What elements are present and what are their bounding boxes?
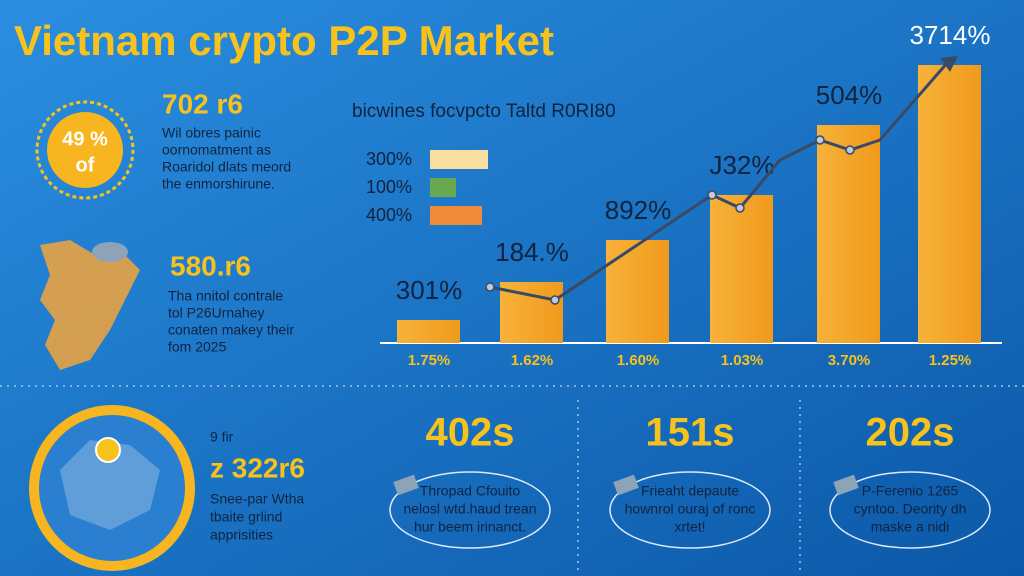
trend-point [735, 203, 745, 213]
card-text: Frieaht depaute [641, 483, 739, 499]
bar-bottom-label: 1.25% [929, 352, 972, 369]
trend-point [815, 135, 825, 145]
bar-bottom-label: 3.70% [828, 352, 871, 369]
map-kicker: 9 fir [210, 429, 234, 445]
stat-value: 702 r6 [162, 88, 243, 119]
bar-top-label: 301% [396, 275, 463, 305]
trend-point [845, 145, 855, 155]
badge [47, 112, 123, 188]
stat-value: 580.r6 [170, 250, 251, 281]
title: Vietnam crypto P2P Market [14, 17, 554, 64]
card-icon [833, 474, 859, 496]
map-text: apprisities [210, 527, 273, 543]
stat-text: the enmorshirune. [162, 176, 275, 192]
badge-sub: of [76, 154, 95, 176]
pin [95, 437, 121, 463]
map [40, 240, 140, 370]
bar-top-label: 184.% [495, 237, 569, 267]
stat-text: tol P26Urnahey [168, 305, 265, 321]
bar-bottom-label: 1.75% [408, 352, 451, 369]
map-value: z 322r6 [210, 452, 305, 483]
card-bubble [829, 471, 991, 549]
bar-top-label: J32% [709, 150, 774, 180]
card-icon [613, 474, 639, 496]
trend-point [550, 295, 560, 305]
badge-ring [35, 100, 135, 200]
card-text: hownrol ouraj of ronc [625, 501, 756, 517]
trend-point [707, 190, 717, 200]
bar-top-label: 3714% [910, 20, 991, 50]
bar [397, 320, 460, 343]
legend-label: 300% [366, 149, 412, 169]
card-value: 202s [866, 411, 955, 455]
stat-text: oornomatment as [162, 142, 271, 158]
trend-line [489, 61, 950, 302]
card-text: Thropad Cfouito [420, 483, 521, 499]
legend-swatch [430, 150, 488, 169]
bar [918, 65, 981, 343]
bar [817, 125, 880, 343]
bar [710, 195, 773, 343]
card-text: maske a nidi [871, 519, 950, 535]
stat-text: conaten makey their [168, 322, 294, 338]
legend-swatch [430, 206, 482, 225]
bar-bottom-label: 1.03% [721, 352, 764, 369]
stat-text: Wil obres painic [162, 125, 261, 141]
trend-point [485, 282, 495, 292]
card-text: nelosl wtd.haud trean [403, 501, 536, 517]
bar [606, 240, 669, 343]
legend-swatch [430, 178, 456, 197]
legend-label: 100% [366, 177, 412, 197]
card-value: 402s [426, 411, 515, 455]
globe-land [60, 440, 160, 530]
card-text: P-Ferenio 1265 [862, 483, 959, 499]
card-text: cyntoo. Deority dh [854, 501, 967, 517]
map-icon [92, 242, 128, 262]
trend-arrow [940, 56, 958, 72]
bar-top-label: 892% [605, 195, 672, 225]
map-text: tbaite grlind [210, 509, 282, 525]
card-text: hur beem irinanct. [414, 519, 526, 535]
stat-text: Roaridol dlats meord [162, 159, 291, 175]
bar-bottom-label: 1.62% [511, 352, 554, 369]
stat-text: fom 2025 [168, 339, 227, 355]
legend-label: 400% [366, 205, 412, 225]
card-bubble [389, 471, 551, 549]
stat-text: Tha nnitol contrale [168, 288, 283, 304]
chart-subtitle: bicwines focvpcto Taltd R0RI80 [352, 101, 616, 122]
card-value: 151s [646, 411, 735, 455]
badge-value: 49 % [62, 128, 108, 150]
bar-top-label: 504% [816, 80, 883, 110]
map-text: Snee-par Wtha [210, 491, 304, 507]
card-bubble [609, 471, 771, 549]
bar-bottom-label: 1.60% [617, 352, 660, 369]
card-icon [393, 474, 419, 496]
card-text: xrtet! [674, 519, 705, 535]
